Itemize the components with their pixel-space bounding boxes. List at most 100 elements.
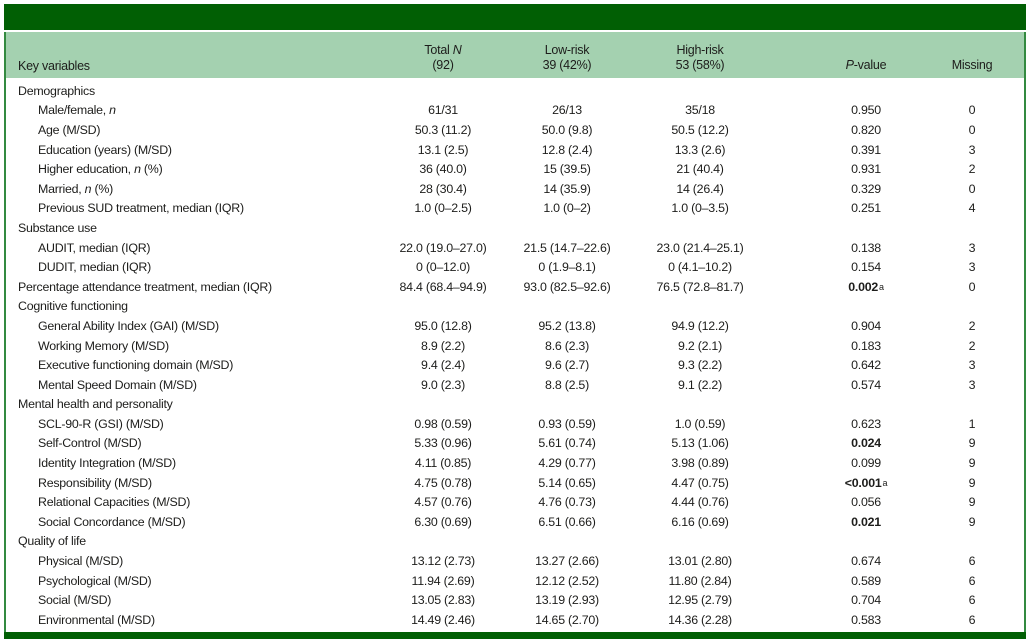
row-label: AUDIT, median (IQR) — [6, 241, 376, 255]
p-value-text: 0.931 — [851, 162, 881, 177]
cell-low-risk: 12.12 (2.52) — [535, 573, 599, 588]
cell-total-n: 11.94 (2.69) — [411, 573, 475, 588]
cell-p-value: 0.642 — [776, 358, 956, 372]
row-label: Male/female, n — [6, 103, 376, 117]
cell-missing: 3 — [968, 260, 976, 275]
row-label: DUDIT, median (IQR) — [6, 260, 376, 274]
header-line: P-value — [846, 58, 887, 73]
row-label: Percentage attendance treatment, median … — [6, 280, 376, 294]
cell-total-n: 8.9 (2.2) — [421, 338, 465, 353]
cell-p-value: 0.056 — [776, 495, 956, 509]
section-label: Quality of life — [6, 534, 376, 548]
cell-p-value: 0.674 — [776, 554, 956, 568]
cell-total-n: 0 (0–12.0) — [416, 260, 470, 275]
row-label: Education (years) (M/SD) — [6, 143, 376, 157]
table-row: Responsibility (M/SD) 4.75 (0.78) 5.14 (0.… — [6, 473, 1024, 493]
cell-high-risk: 9.1 (2.2) — [678, 377, 722, 392]
header-line: High-risk — [676, 43, 723, 58]
row-label: Working Memory (M/SD) — [6, 339, 376, 353]
cell-total-n: 4.57 (0.76) — [414, 495, 472, 510]
italic-text: P — [845, 58, 854, 72]
row-label: Mental Speed Domain (M/SD) — [6, 378, 376, 392]
text: Substance use — [18, 220, 97, 235]
cell-high-risk: 0 (4.1–10.2) — [668, 260, 732, 275]
row-label: Social (M/SD) — [6, 593, 376, 607]
cell-low-risk: 6.51 (0.66) — [538, 514, 596, 529]
table-row: DUDIT, median (IQR) 0 (0–12.0) 0 (1.9–8.1)… — [6, 257, 1024, 277]
cell-high-risk: 12.95 (2.79) — [668, 593, 732, 608]
cell-missing: 9 — [968, 456, 976, 471]
p-value-text: 0.138 — [851, 240, 881, 255]
table-row: Higher education, n (%) 36 (40.0) 15 (39.5… — [6, 159, 1024, 179]
section-row: Demographics — [6, 81, 1024, 101]
cell-high-risk: 1.0 (0–3.5) — [671, 201, 729, 216]
text: Self-Control (M/SD) — [38, 436, 142, 451]
cell-p-value: 0.904 — [776, 319, 956, 333]
cell-high-risk: 76.5 (72.8–81.7) — [656, 279, 744, 294]
text: Social Concordance (M/SD) — [38, 514, 186, 529]
text: Education (years) (M/SD) — [38, 142, 172, 157]
cell-low-risk: 14.65 (2.70) — [535, 612, 599, 627]
cell-high-risk: 94.9 (12.2) — [671, 318, 729, 333]
header-line: (92) — [432, 58, 453, 73]
cell-missing: 9 — [968, 436, 976, 451]
table-title-bar — [4, 4, 1026, 30]
cell-total-n: 9.0 (2.3) — [421, 377, 465, 392]
italic-text: n — [84, 181, 92, 196]
cell-missing: 2 — [968, 162, 976, 177]
cell-total-n: 95.0 (12.8) — [414, 318, 472, 333]
table-row: Married, n (%) 28 (30.4) 14 (35.9) 14 (26.4… — [6, 179, 1024, 199]
cell-missing: 6 — [968, 554, 976, 569]
cell-p-value: 0.391 — [776, 143, 956, 157]
cell-p-value: 0.251 — [776, 201, 956, 215]
table-row: General Ability Index (GAI) (M/SD) 95.0 (… — [6, 316, 1024, 336]
cell-p-value: <0.001 a — [844, 475, 888, 490]
table-row: Physical (M/SD) 13.12 (2.73) 13.27 (2.66) 1… — [6, 551, 1024, 571]
table-row: Male/female, n 61/31 26/13 35/18 0.950 0 — [6, 101, 1024, 121]
table-frame: Key variables Total N (92) Low-risk 39 (42… — [4, 32, 1026, 632]
cell-missing: 3 — [968, 240, 976, 255]
cell-missing: 0 — [968, 122, 976, 137]
text: DUDIT, median (IQR) — [38, 260, 151, 275]
column-header-key-variables: Key variables — [18, 59, 90, 73]
cell-missing: 2 — [968, 318, 976, 333]
header-line: Total N — [424, 43, 461, 58]
cell-low-risk: 8.8 (2.5) — [545, 377, 589, 392]
cell-high-risk: 9.3 (2.2) — [678, 358, 722, 373]
text: (92) — [432, 58, 454, 72]
p-value-text: 0.904 — [851, 318, 881, 333]
text: Social (M/SD) — [38, 593, 112, 608]
text: Married, — [38, 181, 85, 196]
table-header-row: Key variables Total N (92) Low-risk 39 (42… — [6, 32, 1024, 78]
section-label: Cognitive functioning — [6, 299, 376, 313]
cell-total-n: 9.4 (2.4) — [421, 358, 465, 373]
table-row: Mental Speed Domain (M/SD) 9.0 (2.3) 8.8 (… — [6, 375, 1024, 395]
cell-high-risk: 13.01 (2.80) — [668, 554, 732, 569]
row-label: Responsibility (M/SD) — [6, 476, 376, 490]
cell-missing: 3 — [968, 377, 976, 392]
header-line: Low-risk — [545, 43, 590, 58]
cell-missing: 3 — [968, 142, 976, 157]
text: 39 (42%) — [542, 58, 592, 72]
cell-p-value: 0.329 — [776, 182, 956, 196]
cell-low-risk: 26/13 — [552, 103, 582, 118]
cell-high-risk: 11.80 (2.84) — [668, 573, 732, 588]
text: Percentage attendance treatment, median … — [18, 279, 272, 294]
cell-high-risk: 21 (40.4) — [676, 162, 724, 177]
cell-total-n: 13.05 (2.83) — [411, 593, 475, 608]
table-row: Environmental (M/SD) 14.49 (2.46) 14.65 (2… — [6, 610, 1024, 630]
section-row: Quality of life — [6, 532, 1024, 552]
cell-total-n: 14.49 (2.46) — [411, 612, 475, 627]
cell-high-risk: 6.16 (0.69) — [671, 514, 729, 529]
p-value-text: 0.183 — [851, 338, 881, 353]
column-header-p-value: P-value — [776, 58, 956, 73]
text: -value — [853, 58, 887, 72]
cell-high-risk: 9.2 (2.1) — [678, 338, 722, 353]
cell-low-risk: 13.19 (2.93) — [535, 593, 599, 608]
cell-low-risk: 0.93 (0.59) — [538, 416, 596, 431]
cell-low-risk: 4.29 (0.77) — [538, 456, 596, 471]
table-row: Executive functioning domain (M/SD) 9.4 (… — [6, 355, 1024, 375]
cell-high-risk: 23.0 (21.4–25.1) — [656, 240, 744, 255]
header-line: 39 (42%) — [543, 58, 592, 73]
cell-missing: 1 — [968, 416, 976, 431]
